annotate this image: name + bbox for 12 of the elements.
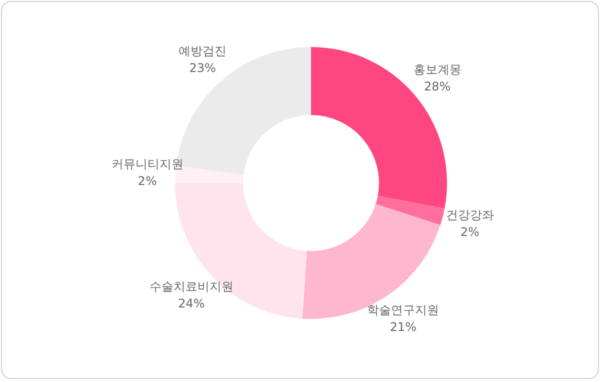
slice-label: 학술연구지원 xyxy=(367,302,440,317)
data-label: 21% xyxy=(390,320,417,334)
slice-label: 홍보계몽 xyxy=(413,62,462,77)
slice-label: 예방검진 xyxy=(178,44,227,58)
slice-label: 수술치료비지원 xyxy=(149,279,234,294)
data-label: 2% xyxy=(138,174,157,188)
data-label: 23% xyxy=(189,61,216,76)
slice-label: 커뮤니티지원 xyxy=(111,156,184,171)
data-label: 24% xyxy=(178,296,205,310)
data-label: 28% xyxy=(424,80,451,94)
slice-label: 건강강좌 xyxy=(446,208,494,222)
data-label: 2% xyxy=(460,224,480,239)
